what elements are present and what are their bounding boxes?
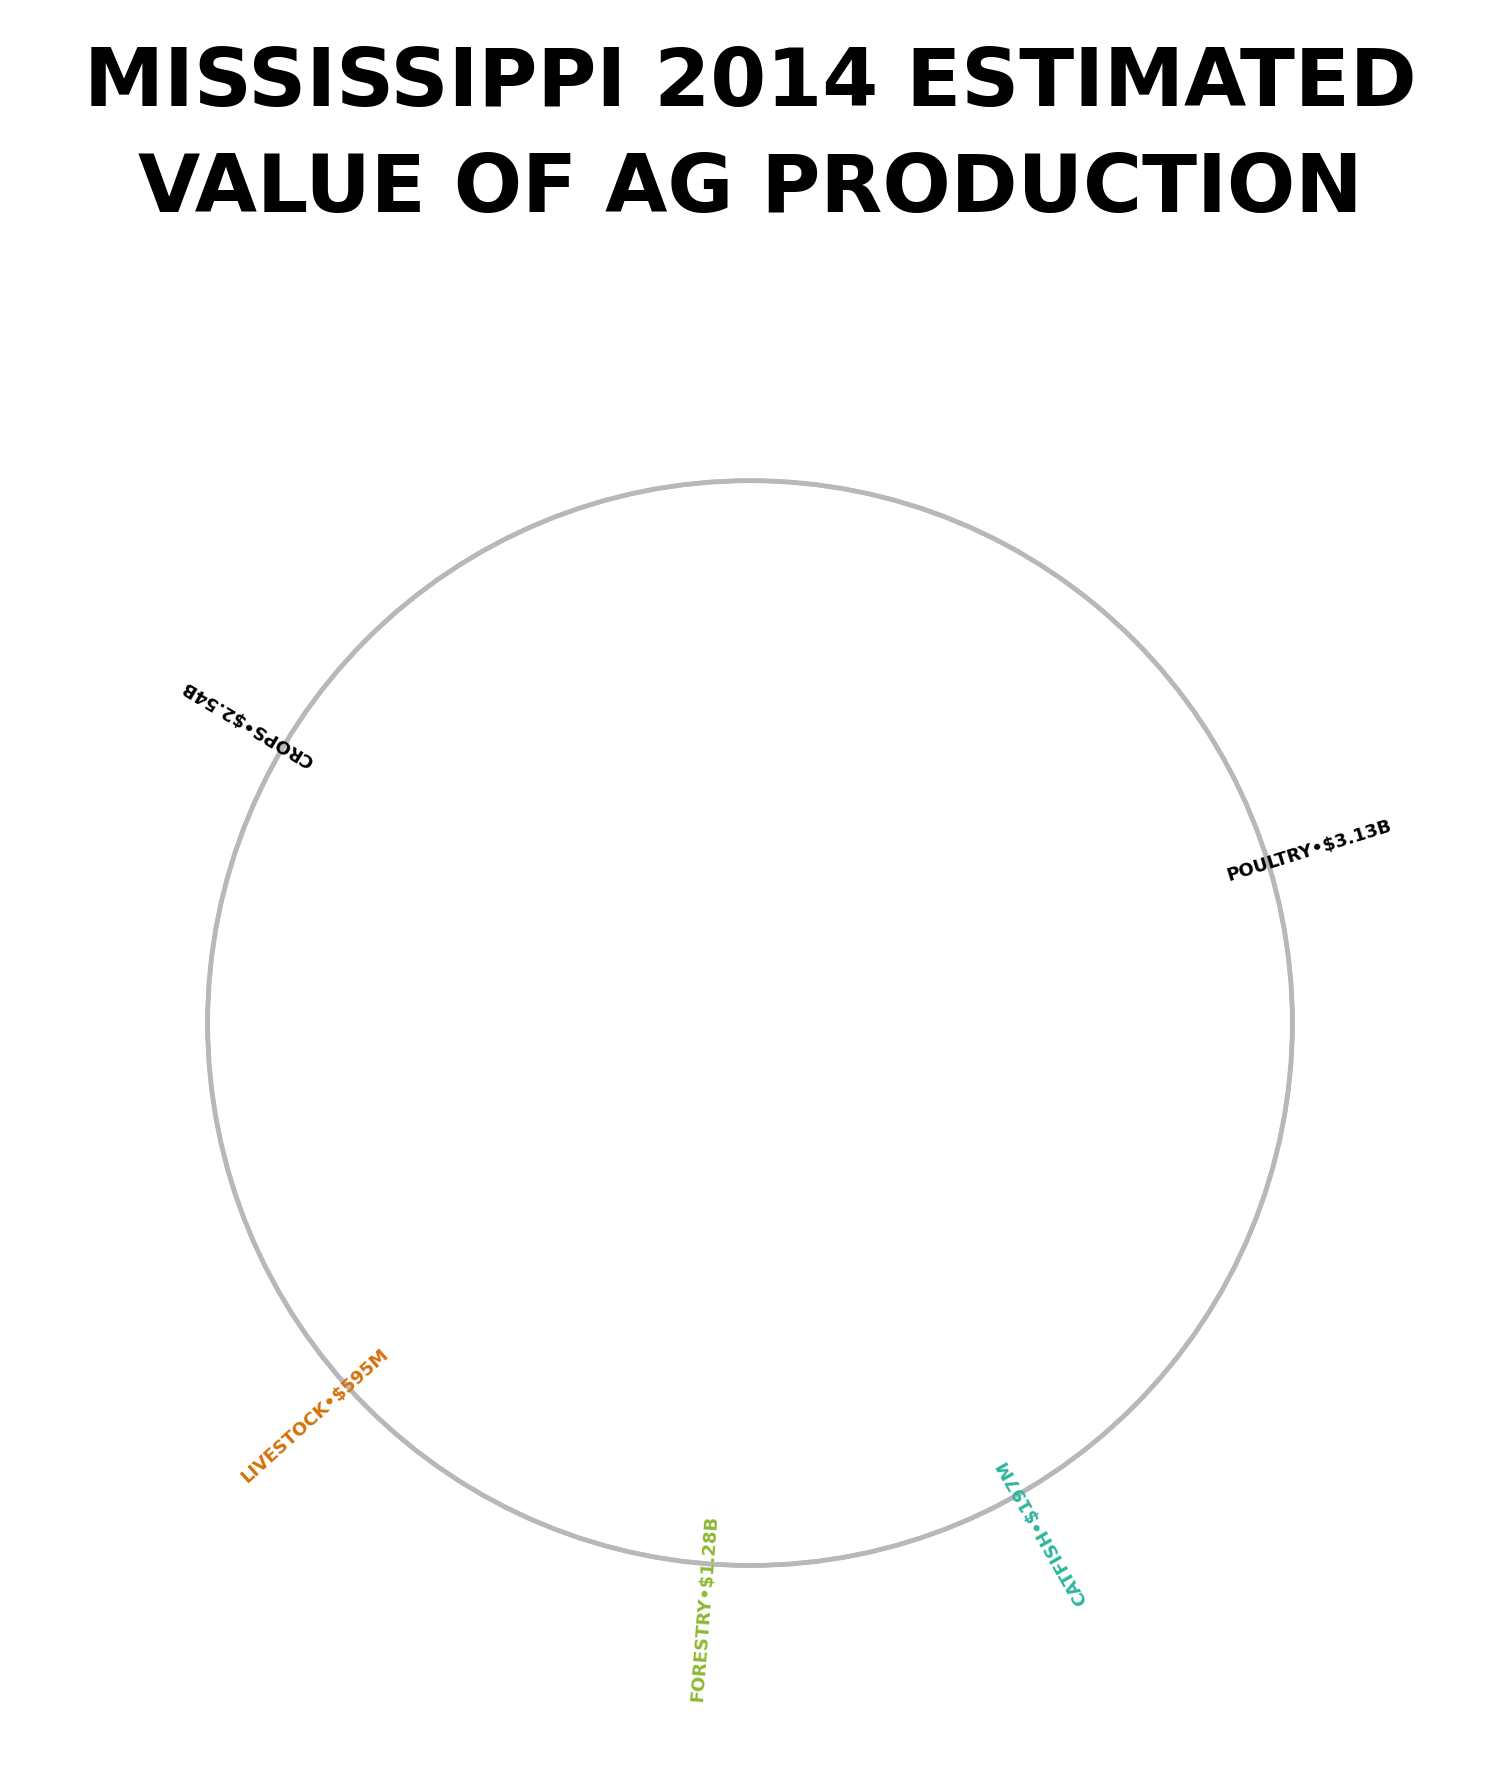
Text: POULTRY•$3.13B: POULTRY•$3.13B: [1224, 817, 1394, 885]
Text: CATFISH•$197M: CATFISH•$197M: [993, 1456, 1090, 1607]
Wedge shape: [750, 543, 1230, 1419]
Text: TOTAL•$7.74B: TOTAL•$7.74B: [503, 984, 998, 1043]
PathPatch shape: [207, 481, 1293, 1566]
Circle shape: [207, 481, 1293, 1566]
Text: CROPS•$2.54B: CROPS•$2.54B: [178, 676, 316, 769]
Text: LIVESTOCK•$595M: LIVESTOCK•$595M: [237, 1344, 392, 1485]
Wedge shape: [270, 543, 750, 1250]
Text: MISSISSIPPI 2014 ESTIMATED: MISSISSIPPI 2014 ESTIMATED: [84, 44, 1416, 123]
Wedge shape: [480, 1023, 956, 1504]
Wedge shape: [327, 1023, 750, 1420]
Text: VALUE OF AG PRODUCTION: VALUE OF AG PRODUCTION: [138, 151, 1362, 230]
Text: FORESTRY•$1.28B: FORESTRY•$1.28B: [688, 1513, 720, 1702]
Wedge shape: [750, 1023, 1022, 1458]
